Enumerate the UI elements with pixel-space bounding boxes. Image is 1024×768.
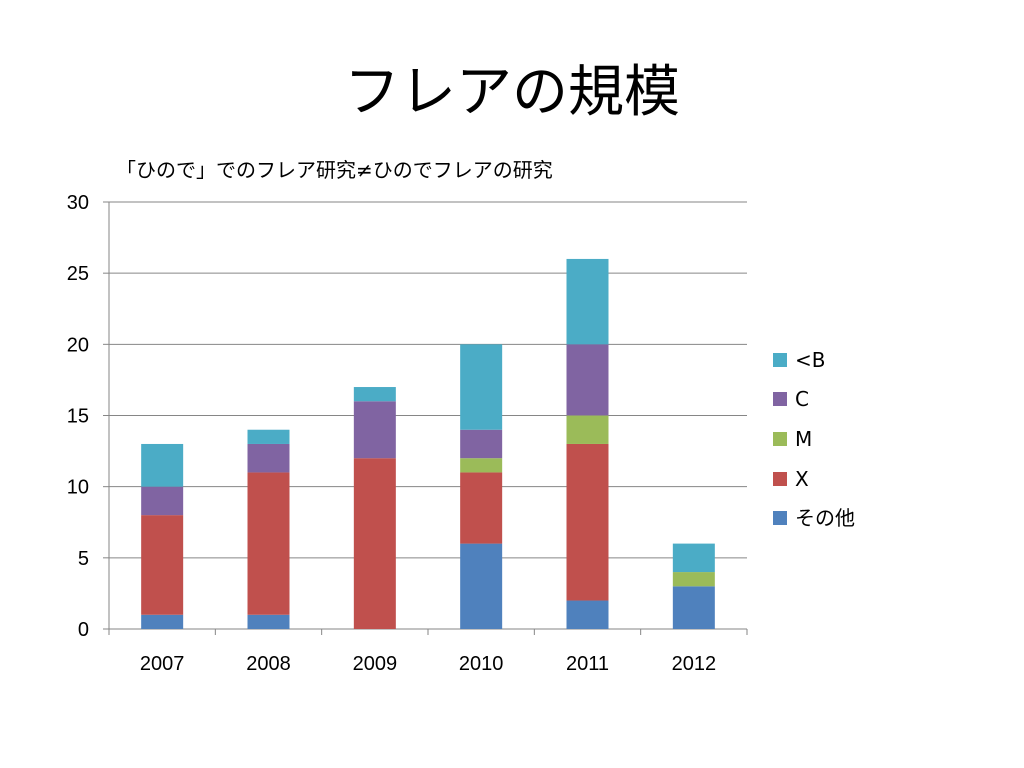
bar-segment (353, 401, 396, 459)
legend-swatch (773, 392, 787, 407)
legend-item: その他 (773, 498, 855, 538)
legend-label: X (795, 466, 809, 491)
bar-segment (672, 586, 715, 629)
y-tick-label: 30 (67, 192, 89, 214)
bar-segment (460, 344, 503, 430)
bar-segment (247, 614, 290, 629)
bar-segment (566, 415, 609, 444)
bar-segment (672, 543, 715, 573)
legend-swatch (773, 471, 787, 486)
bar-segment (353, 458, 396, 629)
legend-item: C (773, 380, 855, 420)
bar-segment (460, 543, 503, 629)
legend-item: M (773, 419, 855, 459)
bar-segment (566, 344, 609, 416)
x-tick-label: 2009 (353, 653, 398, 675)
y-tick-label: 20 (67, 334, 89, 356)
bar-segment (247, 443, 290, 473)
bar-segment (672, 572, 715, 587)
bar-segment (141, 486, 184, 516)
legend-item: <B (773, 340, 855, 380)
bar-segment (141, 515, 184, 615)
chart-subtitle: 「ひので」でのフレア研究≠ひのでフレアの研究 (116, 158, 553, 182)
legend-label: M (795, 426, 813, 451)
bar-segment (566, 443, 609, 601)
chart-legend: <B C M X その他 (773, 340, 855, 538)
x-tick-label: 2008 (246, 653, 291, 675)
legend-swatch (773, 431, 787, 446)
bar-segment (566, 258, 609, 345)
y-tick-label: 25 (67, 263, 89, 285)
bar-segment (460, 429, 503, 459)
bar-segment (460, 458, 503, 473)
slide-title: フレアの規模 (344, 60, 680, 125)
y-tick-label: 5 (78, 548, 89, 570)
legend-item: X (773, 459, 855, 499)
bar-segment (353, 387, 396, 402)
legend-label: <B (795, 347, 826, 372)
legend-label: その他 (795, 506, 855, 531)
bar-segment (141, 614, 184, 629)
bar-segment (247, 429, 290, 444)
bar-segment (566, 600, 609, 629)
y-tick-label: 10 (67, 477, 89, 499)
x-tick-label: 2012 (672, 653, 717, 675)
bar-segment (460, 472, 503, 544)
y-tick-label: 15 (67, 406, 89, 428)
bar-segment (247, 472, 290, 615)
legend-swatch (773, 511, 787, 526)
bar-segment (141, 443, 184, 487)
y-tick-label: 0 (78, 619, 89, 641)
x-tick-label: 2007 (140, 653, 185, 675)
x-tick-label: 2011 (566, 653, 609, 675)
legend-swatch (773, 352, 787, 367)
x-tick-label: 2010 (459, 653, 504, 675)
legend-label: C (795, 387, 809, 412)
